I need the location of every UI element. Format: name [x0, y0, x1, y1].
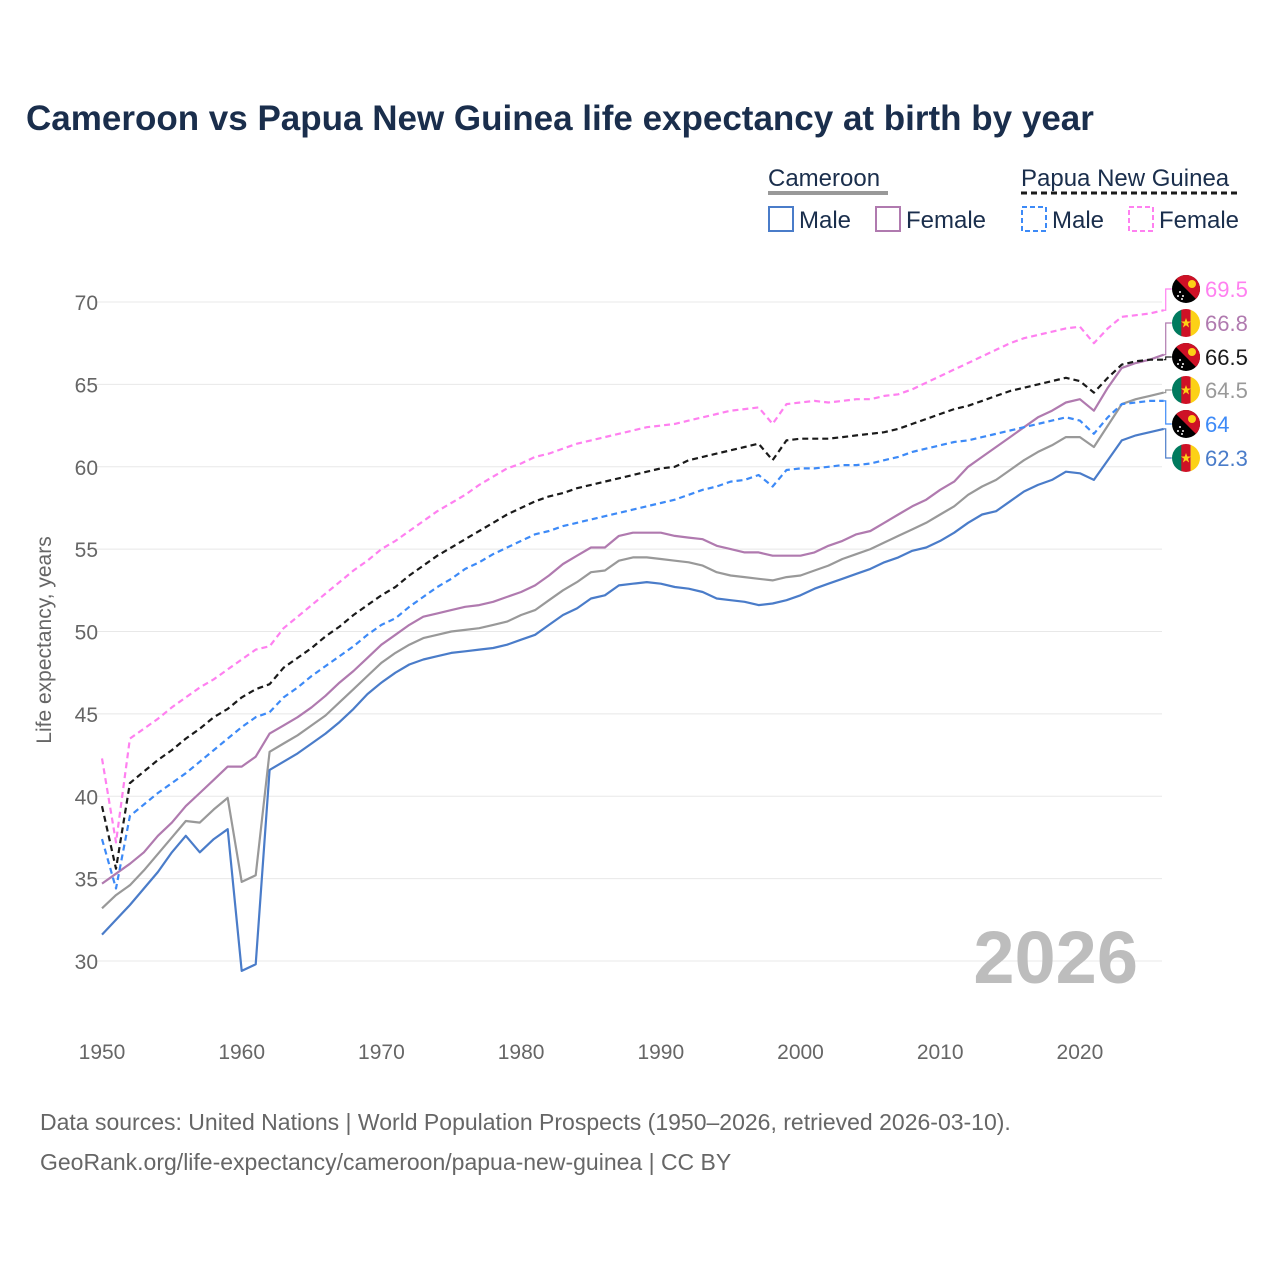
legend: Cameroon Male Female Papua New Guinea Ma…: [768, 165, 1239, 234]
y-tick-label: 50: [75, 622, 98, 645]
end-value-label: 66.5: [1205, 345, 1248, 370]
y-tick-label: 35: [75, 869, 98, 892]
x-tick-label: 1950: [79, 1041, 126, 1064]
png-flag-icon: [1172, 410, 1200, 438]
png-flag-icon: [1172, 275, 1200, 303]
series-line-papua-new-guinea-male: [100, 399, 1164, 890]
label-connector: [1163, 322, 1172, 356]
label-connector: [1163, 288, 1172, 311]
source-line-2: GeoRank.org/life-expectancy/cameroon/pap…: [40, 1149, 731, 1175]
x-tick-label: 1970: [358, 1041, 405, 1064]
x-tick-label: 1990: [637, 1041, 684, 1064]
end-value-label: 69.5: [1205, 277, 1248, 302]
legend-swatch-cameroon-female: [875, 206, 901, 232]
label-connector: [1163, 400, 1172, 425]
y-tick-label: 55: [75, 539, 98, 562]
legend-label-cameroon-male: Male: [799, 207, 851, 234]
x-tick-label: 2010: [917, 1041, 964, 1064]
label-connector: [1163, 428, 1172, 459]
series-line-papua-new-guinea-female: [100, 309, 1164, 844]
chart-title: Cameroon vs Papua New Guinea life expect…: [26, 99, 1094, 138]
legend-swatch-png-male: [1021, 206, 1047, 232]
legend-label-png-male: Male: [1052, 207, 1104, 234]
x-tick-label: 2000: [777, 1041, 824, 1064]
series-line-cameroon-female: [101, 353, 1165, 885]
legend-country-png: Papua New Guinea: [1021, 165, 1230, 192]
x-tick-label: 1980: [498, 1041, 545, 1064]
cameroon-flag-icon: [1172, 376, 1200, 404]
x-tick-label: 2020: [1057, 1041, 1104, 1064]
end-value-label: 64.5: [1205, 378, 1248, 403]
legend-label-png-female: Female: [1159, 207, 1239, 234]
series-line-papua-new-guinea: [100, 358, 1164, 870]
legend-country-cameroon: Cameroon: [768, 165, 880, 192]
end-value-label: 64: [1205, 412, 1229, 437]
y-tick-label: 45: [75, 704, 98, 727]
end-value-label: 66.8: [1205, 311, 1248, 336]
png-flag-icon: [1172, 343, 1200, 371]
cameroon-flag-icon: [1172, 444, 1200, 472]
source-line-1: Data sources: United Nations | World Pop…: [40, 1109, 1011, 1135]
y-tick-label: 70: [75, 292, 98, 315]
legend-swatch-png-female: [1128, 206, 1154, 232]
grid: [95, 301, 1162, 962]
year-watermark: 2026: [973, 916, 1138, 999]
series-line-cameroon: [101, 391, 1164, 910]
cameroon-flag-icon: [1172, 309, 1200, 337]
y-tick-label: 65: [75, 374, 98, 397]
y-axis-ticks: 30 35 40 45 50 55 60 65 70: [75, 292, 98, 974]
end-labels: 69.5 66.8 66.5 64.5 64 62.3: [1163, 275, 1248, 472]
legend-label-cameroon-female: Female: [906, 207, 986, 234]
end-value-label: 62.3: [1205, 446, 1248, 471]
legend-swatch-cameroon-male: [768, 206, 794, 232]
y-tick-label: 60: [75, 457, 98, 480]
series-line-cameroon-male: [101, 427, 1164, 973]
x-axis-ticks: 1950 1960 1970 1980 1990 2000 2010 2020: [79, 1041, 1104, 1064]
y-tick-label: 40: [75, 786, 98, 809]
series-lines: [100, 309, 1165, 973]
label-connector: [1163, 356, 1172, 361]
x-tick-label: 1960: [218, 1041, 265, 1064]
y-tick-label: 30: [75, 951, 98, 974]
label-connector: [1163, 389, 1172, 394]
y-axis-label: Life expectancy, years: [33, 536, 56, 743]
